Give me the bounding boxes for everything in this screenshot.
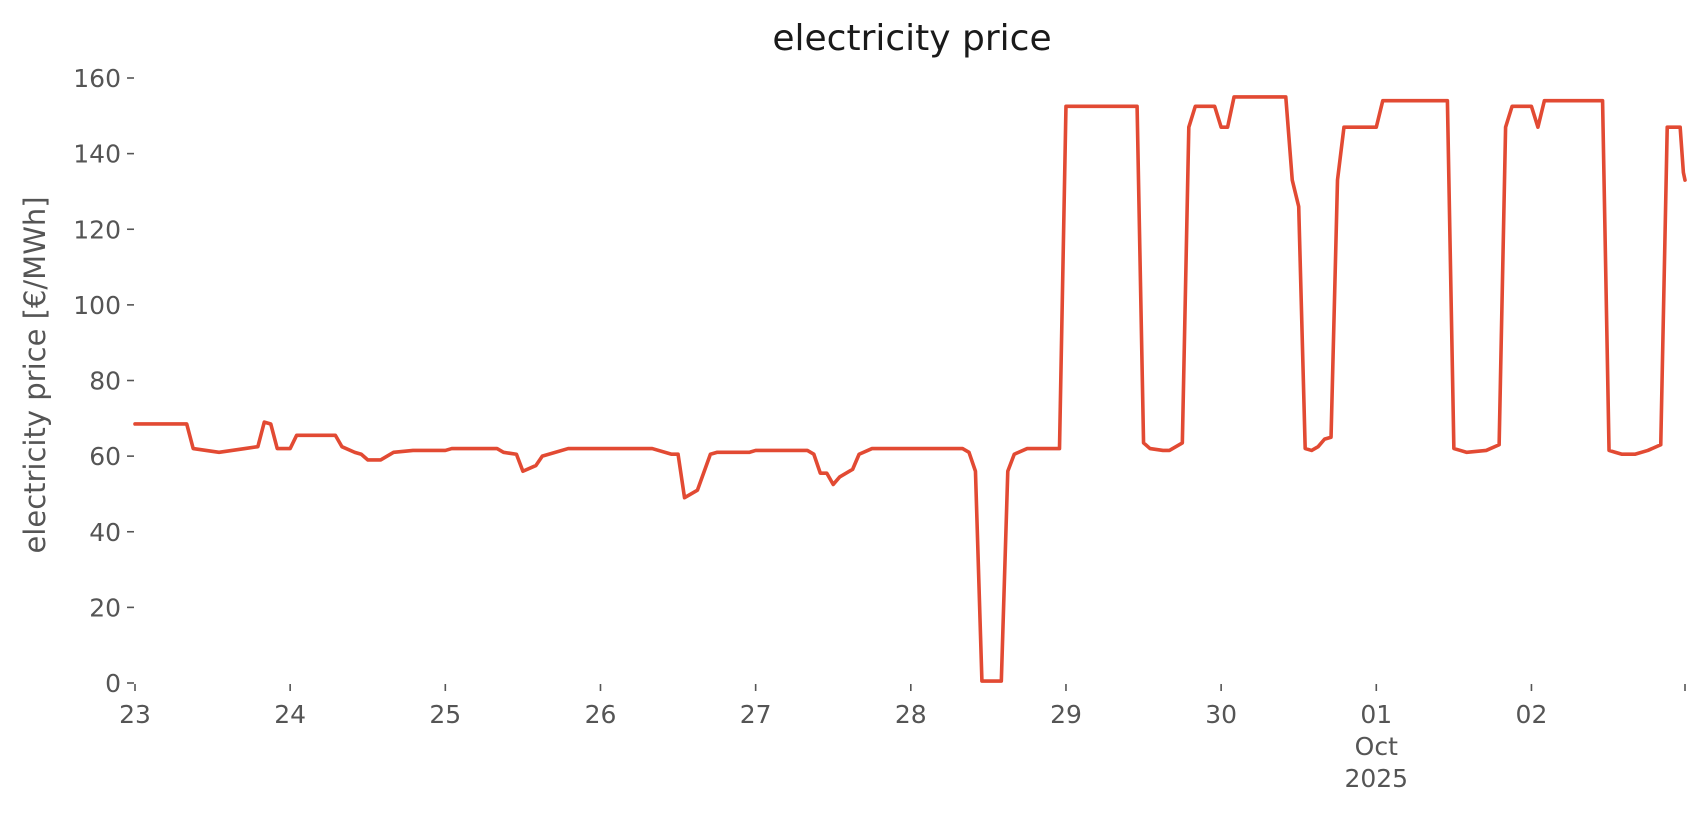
- price-series-line: [133, 95, 1687, 683]
- x-tick-label: 01: [1360, 700, 1392, 729]
- y-tick-label: 140: [73, 140, 121, 169]
- y-tick-label: 40: [89, 518, 121, 547]
- x-tick-label: 24: [274, 700, 306, 729]
- x-tick-label: 2025: [1344, 764, 1408, 793]
- chart-title: electricity price: [772, 18, 1051, 59]
- x-tick-label: 23: [119, 700, 151, 729]
- x-tick-label: 02: [1516, 700, 1548, 729]
- y-axis: 0 20 40 60 80 100 120 140 160: [73, 64, 134, 698]
- y-tick-label: 80: [89, 367, 121, 396]
- series-layer: [133, 95, 1687, 683]
- y-tick-label: 20: [89, 593, 121, 622]
- y-axis-label: electricity price [€/MWh]: [18, 196, 52, 553]
- x-tick-label: 26: [585, 700, 617, 729]
- x-tick-label: 25: [429, 700, 461, 729]
- y-tick-label: 60: [89, 442, 121, 471]
- x-tick-label: Oct: [1355, 732, 1398, 761]
- y-tick-label: 160: [73, 64, 121, 93]
- y-tick-label: 0: [105, 669, 121, 698]
- x-tick-label: 29: [1050, 700, 1082, 729]
- y-tick-label: 100: [73, 291, 121, 320]
- x-tick-label: 30: [1205, 700, 1237, 729]
- x-axis: 23 24 25 26 27 28 29 30 01 Oct 2025 02: [119, 684, 1686, 793]
- x-tick-label: 27: [740, 700, 772, 729]
- x-tick-label: 28: [895, 700, 927, 729]
- y-tick-label: 120: [73, 215, 121, 244]
